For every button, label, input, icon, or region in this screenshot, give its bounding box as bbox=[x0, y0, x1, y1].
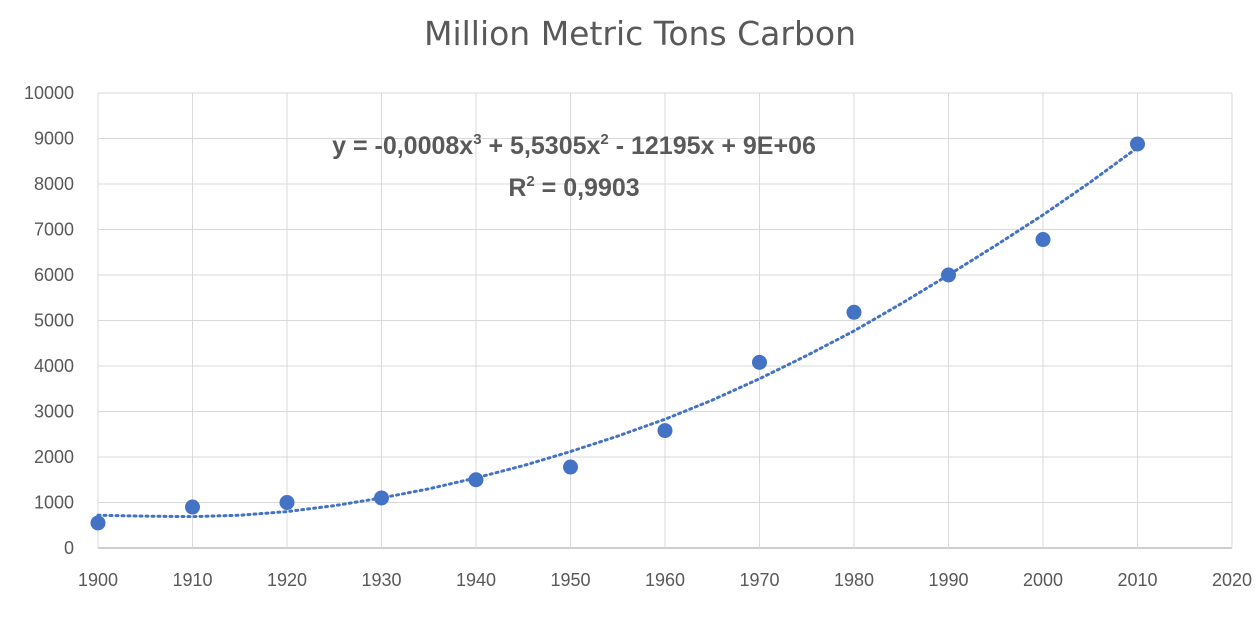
y-tick-label: 10000 bbox=[24, 83, 74, 103]
y-tick-label: 7000 bbox=[34, 220, 74, 240]
y-tick-label: 9000 bbox=[34, 129, 74, 149]
trendline-equation: y = -0,0008x3 + 5,5305x2 - 12195x + 9E+0… bbox=[332, 131, 816, 160]
y-tick-label: 5000 bbox=[34, 311, 74, 331]
data-point bbox=[657, 423, 673, 439]
r-squared-label: R2 = 0,9903 bbox=[508, 173, 639, 202]
x-tick-label: 1910 bbox=[172, 570, 212, 590]
data-point bbox=[941, 267, 956, 283]
trendline bbox=[96, 146, 1139, 519]
data-point bbox=[90, 515, 106, 531]
x-tick-label: 2000 bbox=[1023, 570, 1063, 590]
data-point bbox=[279, 495, 295, 510]
gridlines bbox=[97, 92, 1233, 549]
data-point bbox=[468, 472, 484, 488]
data-point bbox=[563, 459, 578, 475]
x-tick-label: 1900 bbox=[78, 570, 118, 590]
y-tick-label: 4000 bbox=[34, 356, 74, 376]
x-tick-label: 1930 bbox=[361, 570, 401, 590]
x-tick-label: 1980 bbox=[834, 570, 874, 590]
y-tick-label: 2000 bbox=[34, 447, 74, 467]
y-axis-ticks: 0 1000 2000 3000 4000 5000 6000 7000 8000 9000 100… bbox=[24, 83, 74, 558]
y-tick-label: 3000 bbox=[34, 402, 74, 422]
x-tick-label: 1990 bbox=[928, 570, 968, 590]
x-tick-label: 2020 bbox=[1212, 570, 1252, 590]
y-tick-label: 1000 bbox=[34, 493, 74, 513]
y-tick-label: 8000 bbox=[34, 174, 74, 194]
data-point bbox=[846, 304, 862, 320]
y-tick-label: 0 bbox=[64, 538, 74, 558]
data-point bbox=[752, 354, 767, 370]
y-tick-label: 6000 bbox=[34, 265, 74, 285]
x-tick-label: 1960 bbox=[645, 570, 685, 590]
x-tick-label: 1940 bbox=[456, 570, 496, 590]
data-point bbox=[185, 499, 200, 515]
x-axis-ticks: 1900 1910 1920 1930 1940 1950 1960 1970 1980 1990… bbox=[78, 570, 1252, 590]
x-tick-label: 1970 bbox=[739, 570, 779, 590]
data-points bbox=[90, 136, 1145, 531]
x-tick-label: 1950 bbox=[550, 570, 590, 590]
x-tick-label: 2010 bbox=[1117, 570, 1157, 590]
data-point bbox=[374, 490, 389, 506]
chart-title: Million Metric Tons Carbon bbox=[424, 14, 856, 53]
data-point bbox=[1035, 232, 1051, 248]
x-tick-label: 1920 bbox=[267, 570, 307, 590]
data-point bbox=[1130, 136, 1145, 152]
